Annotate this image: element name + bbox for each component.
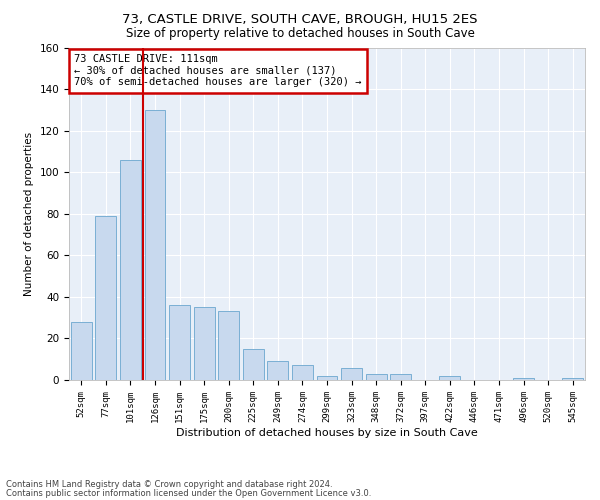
Bar [390,374,411,380]
Bar [268,362,289,380]
Text: 73 CASTLE DRIVE: 111sqm
← 30% of detached houses are smaller (137)
70% of semi-d: 73 CASTLE DRIVE: 111sqm ← 30% of detache… [74,54,362,88]
Bar [218,312,239,380]
Text: Contains public sector information licensed under the Open Government Licence v3: Contains public sector information licen… [6,488,371,498]
Bar [292,366,313,380]
Bar [439,376,460,380]
Bar [194,308,215,380]
Bar [95,216,116,380]
X-axis label: Distribution of detached houses by size in South Cave: Distribution of detached houses by size … [176,428,478,438]
Bar [513,378,534,380]
Bar [341,368,362,380]
Bar [145,110,166,380]
Y-axis label: Number of detached properties: Number of detached properties [24,132,34,296]
Text: 73, CASTLE DRIVE, SOUTH CAVE, BROUGH, HU15 2ES: 73, CASTLE DRIVE, SOUTH CAVE, BROUGH, HU… [122,12,478,26]
Text: Contains HM Land Registry data © Crown copyright and database right 2024.: Contains HM Land Registry data © Crown c… [6,480,332,489]
Bar [120,160,141,380]
Bar [169,305,190,380]
Bar [365,374,386,380]
Bar [71,322,92,380]
Bar [317,376,337,380]
Bar [243,349,264,380]
Text: Size of property relative to detached houses in South Cave: Size of property relative to detached ho… [125,28,475,40]
Bar [562,378,583,380]
